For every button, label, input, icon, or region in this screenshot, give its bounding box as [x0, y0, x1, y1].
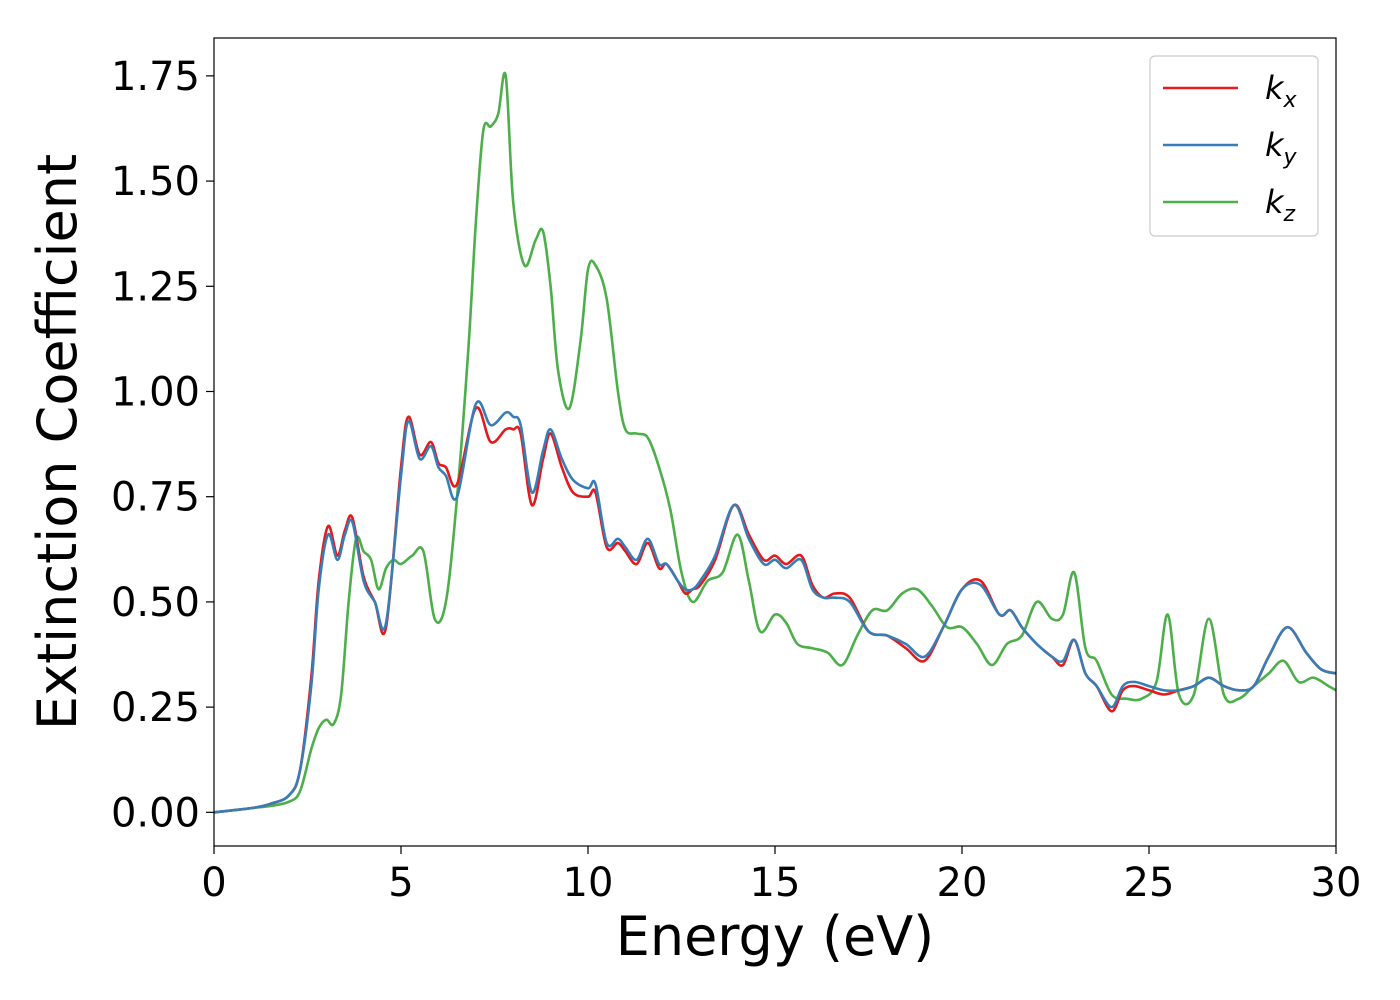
x-tick-label: 20	[937, 860, 988, 906]
y-tick-label: 0.00	[111, 790, 200, 836]
y-tick-label: 0.25	[111, 685, 200, 731]
y-axis-title: Extinction Coefficient	[26, 154, 89, 730]
x-tick-label: 15	[750, 860, 801, 906]
y-tick-label: 1.75	[111, 54, 200, 100]
y-tick-label: 0.75	[111, 475, 200, 521]
x-axis: 0 5 10 15 20 25 30	[201, 846, 1361, 906]
y-axis: 0.00 0.25 0.50 0.75 1.00 1.25 1.50 1.75	[111, 54, 214, 836]
legend-label-kz: kz	[1265, 183, 1296, 227]
x-tick-label: 10	[563, 860, 614, 906]
x-tick-label: 0	[201, 860, 226, 906]
x-axis-title: Energy (eV)	[616, 905, 935, 968]
y-tick-label: 0.50	[111, 580, 200, 626]
legend: kx ky kz	[1149, 55, 1319, 237]
x-tick-label: 30	[1311, 860, 1362, 906]
y-tick-label: 1.00	[111, 370, 200, 416]
x-tick-label: 5	[388, 860, 413, 906]
legend-label-kx: kx	[1265, 69, 1298, 113]
y-tick-label: 1.50	[111, 159, 200, 205]
series-line-ky	[213, 400, 1337, 814]
series-layer	[213, 71, 1337, 814]
y-tick-label: 1.25	[111, 264, 200, 310]
x-tick-label: 25	[1124, 860, 1175, 906]
legend-label-ky: ky	[1265, 126, 1298, 170]
plot-area	[214, 38, 1336, 846]
